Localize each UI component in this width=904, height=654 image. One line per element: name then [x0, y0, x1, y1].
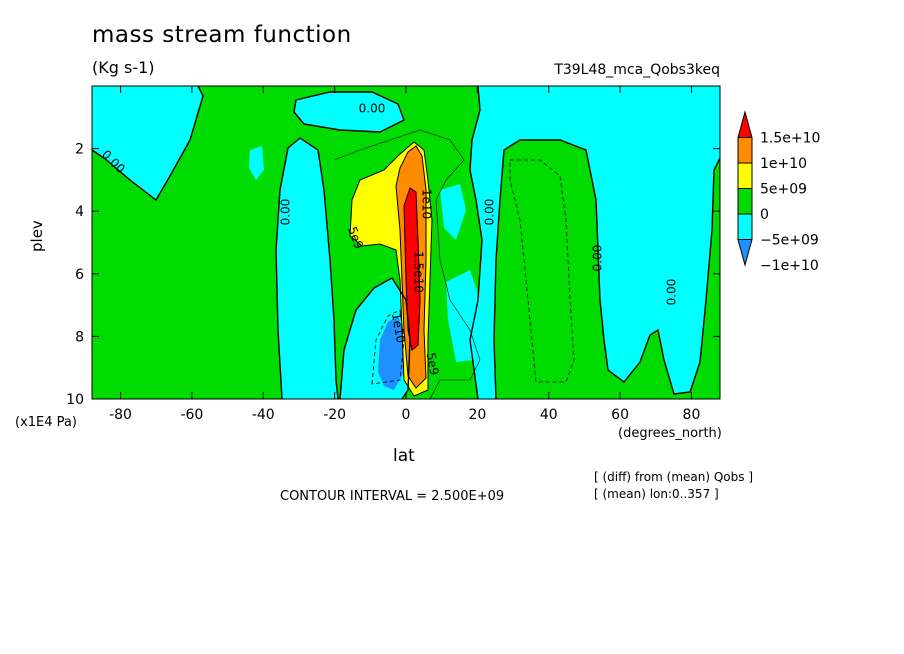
contour-label: 0.00 — [279, 199, 293, 226]
contour-line-zero-bottom-left — [339, 277, 411, 399]
contour-fields — [92, 86, 720, 399]
colorbar-label: 1e+10 — [760, 156, 807, 172]
x-axis: -80 -60 -40 -20 0 20 40 60 80 — [109, 86, 700, 423]
colorbar-swatch — [737, 188, 753, 215]
chart-title: mass stream function — [92, 22, 352, 48]
y-tick-label: 2 — [75, 142, 84, 158]
field-negative-left — [92, 86, 203, 200]
colorbar-swatch — [737, 162, 753, 189]
contour-label: 1.5e10 — [412, 251, 426, 293]
contour-label: 0.00 — [483, 199, 497, 226]
field-negative-right — [470, 86, 720, 399]
contour-line-1.5e10 — [403, 187, 421, 351]
y-tick-label: 4 — [75, 204, 84, 220]
colorbar-label: −5e+09 — [760, 233, 819, 249]
field-negative-bottom-right — [446, 270, 480, 362]
contour-label: 0.00 — [359, 102, 386, 116]
x-tick-label: 80 — [683, 407, 701, 423]
contour-line-zero-top — [293, 91, 405, 133]
field-negative-small-blob — [249, 146, 264, 180]
y-tick-label: 8 — [75, 329, 84, 345]
colorbar: 1.5e+10 1e+10 5e+09 0 −5e+09 −1e+10 — [737, 110, 820, 274]
chart-units: (Kg s-1) — [92, 58, 155, 77]
colorbar-swatch — [737, 213, 753, 240]
colorbar-label: −1e+10 — [760, 258, 819, 274]
contour-label: 1e10 — [389, 312, 408, 344]
note-mean: [ (mean) lon:0..357 ] — [594, 487, 719, 501]
contour-line-dashed-left — [371, 309, 405, 385]
contour-lines — [92, 86, 720, 399]
colorbar-swatch — [737, 137, 753, 164]
x-tick-label: -40 — [252, 407, 275, 423]
contour-label: 1e10 — [420, 189, 434, 219]
x-tick-label: -80 — [109, 407, 132, 423]
x-axis-label: lat — [393, 446, 415, 466]
contour-line-1e10 — [395, 145, 427, 389]
field-negative-right-patch — [440, 184, 466, 240]
colorbar-label: 5e+09 — [760, 182, 807, 198]
contour-label: 0.00 — [665, 279, 679, 306]
x-tick-label: 60 — [611, 407, 629, 423]
contour-line-zero-left — [92, 86, 204, 202]
colorbar-swatch — [737, 239, 753, 267]
x-tick-label: -20 — [323, 407, 346, 423]
x-tick-label: 20 — [468, 407, 486, 423]
colorbar-swatch — [737, 110, 753, 138]
x-tick-label: 40 — [540, 407, 558, 423]
contour-interval: CONTOUR INTERVAL = 2.500E+09 — [280, 489, 505, 504]
x-axis-unit: (degrees_north) — [618, 426, 722, 441]
colorbar-label: 0 — [760, 207, 769, 223]
field-negative-core — [378, 316, 404, 390]
contour-label: 5e9 — [424, 352, 442, 377]
colorbar-label: 1.5e+10 — [760, 131, 820, 147]
field-negative-top-blob — [294, 92, 404, 132]
y-axis-unit: (x1E4 Pa) — [15, 415, 77, 430]
field-negative-left-tongue — [276, 138, 338, 399]
contour-line-5e9 — [349, 141, 433, 397]
contour-line-zero-right — [469, 86, 483, 399]
x-tick-label: 0 — [402, 407, 411, 423]
run-label: T39L48_mca_Qobs3keq — [554, 62, 720, 78]
contour-line-dashed-right — [509, 159, 575, 383]
contour-line-2.5e9-outer — [333, 129, 481, 399]
y-tick-label: 6 — [75, 267, 84, 283]
contour-line-zero-tongue — [275, 137, 339, 399]
note-diff: [ (diff) from (mean) Qobs ] — [594, 470, 753, 484]
field-positive-1.5e10 — [404, 188, 420, 350]
x-tick-label: -60 — [180, 407, 203, 423]
y-tick-label: 10 — [66, 392, 84, 408]
contour-line-zero-far-right — [493, 139, 720, 399]
y-axis: 2 4 6 8 10 — [66, 142, 720, 408]
contour-label: 0.00 — [591, 245, 605, 272]
